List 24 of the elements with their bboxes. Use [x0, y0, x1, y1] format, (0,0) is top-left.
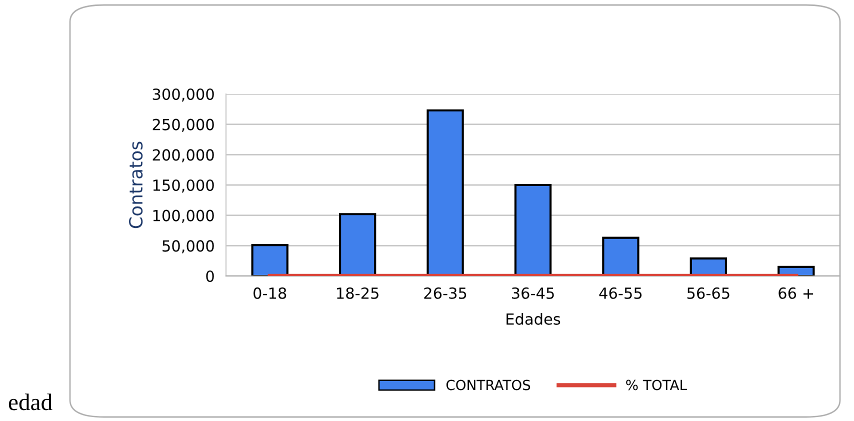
x-tick-label: 46-55 — [599, 287, 642, 299]
y-tick-label: 0 — [206, 270, 214, 282]
x-tick-label: 26-35 — [424, 287, 466, 299]
bar — [251, 244, 288, 276]
x-axis-title: Edades — [506, 313, 560, 325]
legend-label: CONTRATOS — [446, 380, 530, 390]
x-tick-label: 18-25 — [337, 287, 378, 299]
y-tick-label: 100,000 — [153, 210, 214, 223]
x-tick-label: 66 + — [778, 287, 814, 299]
y-axis-title: Contratos — [129, 142, 143, 228]
bar — [602, 236, 640, 276]
bar — [426, 109, 464, 276]
x-tick-label: 0-18 — [254, 287, 286, 299]
x-tick-label: 56-65 — [687, 287, 730, 299]
bar — [514, 184, 552, 276]
x-tick-label: 36-45 — [512, 287, 554, 299]
y-tick-label: 300,000 — [152, 88, 214, 102]
y-tick-label: 50,000 — [162, 240, 214, 254]
bar — [338, 213, 376, 276]
y-tick-label: 250,000 — [152, 118, 214, 132]
legend-label: % TOTAL — [626, 380, 687, 390]
y-tick-label: 200,000 — [152, 149, 214, 162]
text: edad — [8, 394, 52, 410]
y-tick-label: 150,000 — [153, 179, 214, 193]
